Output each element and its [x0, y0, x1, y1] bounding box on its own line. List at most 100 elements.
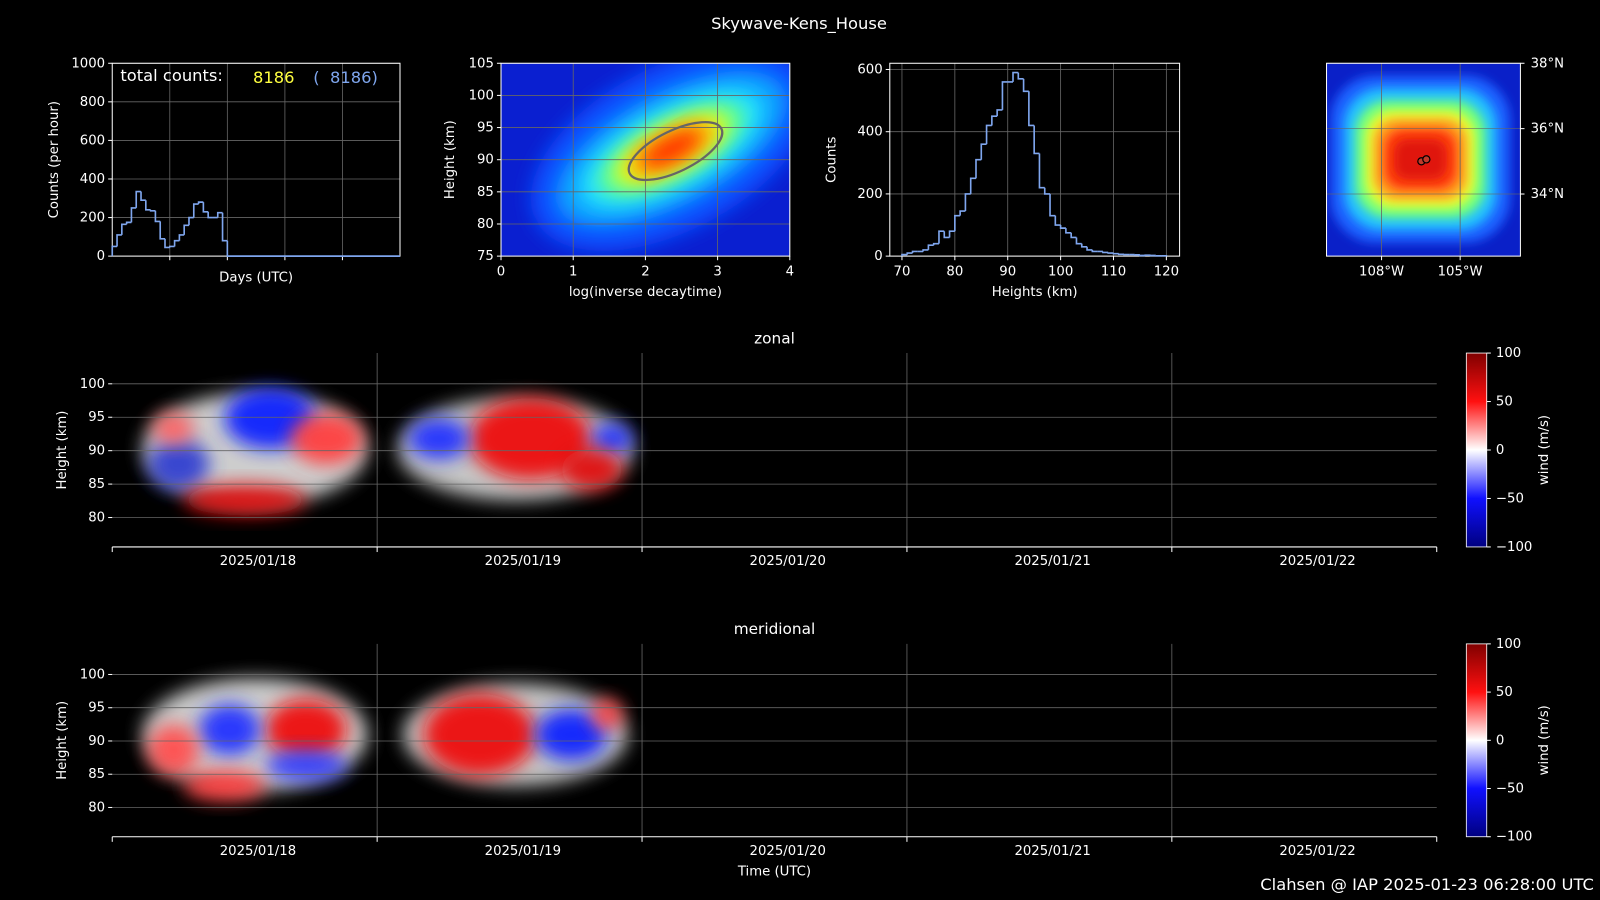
axes-frame [500, 62, 791, 257]
x-tick-label: 2025/01/22 [1279, 554, 1355, 569]
hist-step [188, 216, 194, 226]
y-tick-label: 1000 [71, 56, 105, 71]
y-tick-label: 400 [857, 125, 882, 140]
y-tick-label: 95 [88, 701, 105, 716]
y-tick-label: 105 [469, 56, 494, 71]
hist-step [964, 193, 971, 212]
y-tick-label: 36°N [1531, 122, 1564, 137]
x-tick-label: 4 [786, 264, 794, 279]
y-tick-label: 80 [88, 800, 105, 815]
wind-blob [591, 698, 623, 730]
wind-blob [198, 704, 261, 756]
x-tick-label: 2 [641, 264, 649, 279]
y-tick-label: 80 [477, 217, 494, 232]
hist-step [1012, 71, 1019, 82]
colorbar-tick-label: 0 [1496, 443, 1504, 458]
hist-step [911, 250, 918, 254]
annotation: total counts: [120, 66, 223, 85]
hist-step [154, 210, 161, 223]
y-tick-label: 600 [80, 133, 105, 148]
x-tick-label: 105°W [1438, 264, 1483, 279]
wind-blob [147, 724, 199, 776]
panel: 38°N 36°N 34°N 108°W 105°W [1326, 56, 1564, 279]
y-axis-label: Height (km) [55, 411, 70, 490]
hist-step [1075, 237, 1082, 245]
y-axis-label: Height (km) [443, 120, 458, 199]
hist-step [975, 158, 982, 179]
y-tick-label: 90 [477, 153, 494, 168]
y-tick-label: 90 [88, 734, 105, 749]
y-tick-label: 100 [469, 88, 494, 103]
wind-blob [265, 750, 347, 781]
contour [627, 120, 724, 182]
hist-step [202, 202, 209, 213]
x-tick-label: 2025/01/20 [750, 844, 826, 859]
y-axis-label: Counts (per hour) [47, 101, 62, 218]
hist-step [932, 242, 939, 246]
colorbar-tick-label: −100 [1496, 830, 1532, 845]
hist-step [1049, 193, 1056, 217]
station [1422, 155, 1431, 164]
hist-step [1001, 81, 1008, 110]
colorbar-tick-label: −50 [1496, 491, 1524, 506]
hist-step [111, 245, 118, 257]
hist-step [991, 115, 998, 126]
hist-step [1091, 249, 1098, 253]
y-axis-label: Counts [825, 136, 840, 182]
wind-blob [147, 438, 210, 490]
y-tick-label: 85 [88, 477, 105, 492]
x-tick-label: 0 [497, 264, 505, 279]
wind-blob [591, 423, 633, 455]
hist-step [1054, 215, 1061, 226]
panel-title: zonal [754, 329, 795, 347]
hist-step [906, 252, 913, 255]
hist-step [954, 214, 961, 232]
x-tick-label: 100 [1048, 264, 1073, 279]
x-tick-label: 3 [713, 264, 721, 279]
panel: 0 200 400 600 70 80 90 100 110 120 Heights (km) Cou… [825, 62, 1181, 300]
hist-step [922, 249, 929, 252]
x-tick-label: 2025/01/19 [485, 554, 561, 569]
hist-step [980, 143, 987, 160]
y-tick-label: 100 [80, 667, 105, 682]
hist-step [1139, 254, 1146, 257]
x-axis-label: log(inverse decaytime) [569, 285, 722, 300]
x-tick-label: 108°W [1359, 264, 1404, 279]
y-tick-label: 800 [80, 95, 105, 110]
colorbar [1465, 643, 1488, 838]
colorbar-tick-label: 100 [1496, 346, 1521, 361]
x-tick-label: 2025/01/20 [750, 554, 826, 569]
x-tick-label: 2025/01/19 [485, 844, 561, 859]
x-tick-label: 120 [1154, 264, 1179, 279]
hist-step [149, 209, 156, 212]
annotation: 8186 [253, 68, 295, 87]
colorbar-tick-label: −50 [1496, 782, 1524, 797]
y-tick-label: 75 [477, 249, 494, 264]
y-tick-label: 400 [80, 172, 105, 187]
hist-step [927, 244, 934, 250]
y-tick-label: 80 [88, 511, 105, 526]
y-tick-label: 0 [874, 249, 882, 264]
panel: 80 85 90 95 100 2025/01/18 2025/01/19 2025/01/2… [55, 329, 1552, 569]
x-tick-label: 2025/01/21 [1014, 554, 1090, 569]
y-tick-label: 95 [477, 121, 494, 136]
x-tick-label: 2025/01/21 [1014, 844, 1090, 859]
hist-step [197, 201, 204, 205]
panel: 80 85 90 95 100 2025/01/18 2025/01/19 2025/01/2… [55, 620, 1552, 879]
colorbar-label: wind (m/s) [1537, 705, 1552, 775]
hist-step [159, 221, 165, 240]
wind-blob [423, 693, 536, 776]
hist-step [969, 177, 976, 194]
hist-step [1112, 252, 1119, 255]
colorbar-tick-label: −100 [1496, 540, 1532, 555]
colorbar-tick-label: 50 [1496, 395, 1513, 410]
hist-step [1086, 246, 1093, 251]
hist-step [216, 211, 223, 218]
axes-frame [1326, 62, 1521, 257]
hist-step [948, 230, 955, 238]
colorbar-tick-label: 0 [1496, 733, 1504, 748]
hist-step [221, 212, 228, 242]
wind-image [142, 387, 633, 516]
hist-step [164, 238, 170, 249]
hist-step [121, 223, 127, 235]
